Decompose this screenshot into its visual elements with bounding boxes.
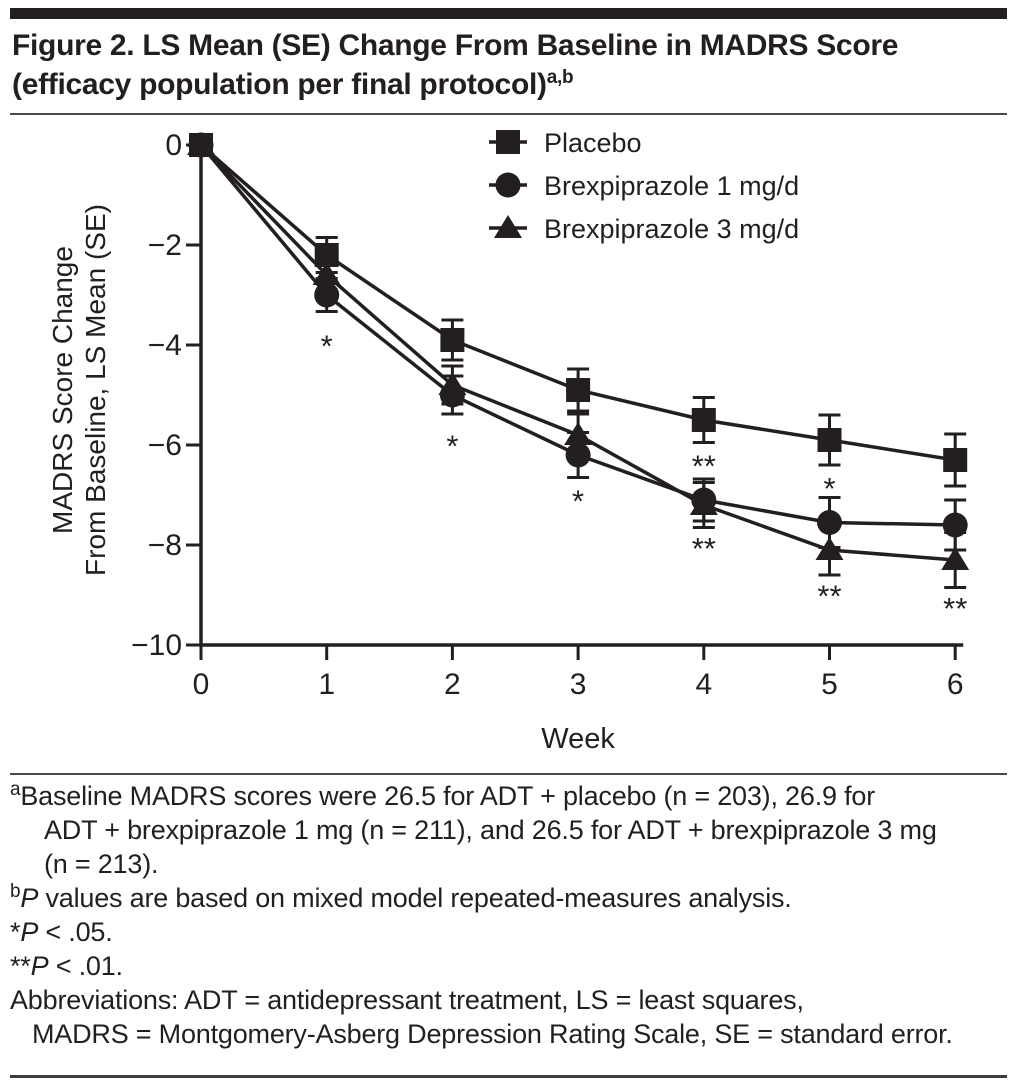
footnote-sig1: *P < .05.: [10, 915, 1007, 949]
madrs-line-chart: 0 −2 −4 −6 −8 −10 0 1 2 3 4 5 6 MADRS Score Change Fro…: [47, 128, 970, 755]
y-axis-label-line: From Baseline, LS Mean (SE): [80, 204, 111, 576]
square-marker-icon: [566, 378, 591, 402]
figure-top-bar: [10, 8, 1007, 19]
circle-marker-icon: [817, 510, 842, 535]
axis-ticks: [186, 143, 957, 660]
x-tick-label: 4: [695, 668, 712, 701]
square-marker-icon: [496, 130, 520, 154]
circle-marker-icon: [314, 282, 340, 308]
x-axis-label: Week: [541, 723, 615, 755]
y-tick-label: 0: [165, 129, 182, 162]
y-tick-label: −10: [131, 629, 182, 662]
footnote-sig2-text: < .01.: [48, 951, 123, 981]
figure-title-line1: Figure 2. LS Mean (SE) Change From Basel…: [12, 29, 899, 62]
square-marker-icon: [314, 243, 339, 267]
significance-mark: *: [446, 429, 458, 464]
triangle-marker-icon: [494, 215, 522, 238]
y-axis-label-line: MADRS Score Change: [47, 246, 78, 534]
footnote-a-line1: Baseline MADRS scores were 26.5 for ADT …: [20, 781, 876, 811]
square-marker-icon: [691, 408, 716, 432]
footnote-sig1-text: < .05.: [38, 917, 113, 947]
circle-marker-icon: [439, 382, 465, 408]
footnote-abbrev-line2: MADRS = Montgomery-Asberg Depression Rat…: [32, 1019, 953, 1049]
legend-label: Brexpiprazole 1 mg/d: [544, 171, 799, 201]
significance-mark: *: [572, 484, 584, 519]
y-tick-label: −4: [148, 329, 182, 362]
title-divider: [10, 113, 1007, 115]
footnote-abbreviations: Abbreviations: ADT = antidepressant trea…: [10, 983, 1007, 1051]
square-marker-icon: [817, 428, 842, 452]
legend: Placebo Brexpiprazole 1 mg/d Brexpiprazole…: [489, 128, 799, 244]
y-tick-label: −2: [148, 229, 182, 262]
footnote-sig1-p: P: [20, 917, 39, 947]
significance-mark: **: [817, 579, 841, 614]
figure-bottom-bar: [10, 1075, 1007, 1078]
legend-label: Placebo: [544, 128, 642, 158]
square-marker-icon: [943, 448, 968, 472]
footnote-sig2: **P < .01.: [10, 949, 1007, 983]
circle-marker-icon: [495, 172, 521, 198]
footnote-a-line2: ADT + brexpiprazole 1 mg (n = 211), and …: [44, 815, 937, 845]
footnote-b-text: values are based on mixed model repeated…: [38, 883, 792, 913]
x-tick-label: 0: [193, 668, 210, 701]
legend-item-brexpiprazole-1-mg-d: Brexpiprazole 1 mg/d: [489, 171, 799, 201]
figure-title-superscript: a,b: [546, 67, 574, 88]
circle-marker-icon: [942, 512, 968, 538]
x-tick-label: 1: [318, 668, 335, 701]
footnote-divider: [10, 773, 1007, 775]
square-marker-icon: [440, 328, 465, 352]
figure-title-line2: (efficacy population per final protocol): [12, 68, 547, 101]
x-tick-label: 3: [570, 668, 587, 701]
footnote-sig2-stars: **: [10, 951, 31, 981]
x-tick-label: 5: [821, 668, 838, 701]
significance-mark: *: [321, 329, 333, 364]
footnote-b: bP values are based on mixed model repea…: [10, 881, 1007, 915]
square-marker-icon: [189, 133, 213, 157]
series-placebo: [189, 133, 968, 488]
footnote-a-marker: a: [10, 779, 21, 800]
significance-mark: **: [692, 449, 716, 484]
x-tick-label: 6: [947, 668, 964, 701]
circle-marker-icon: [691, 487, 717, 513]
significance-mark: **: [692, 531, 716, 566]
x-tick-label: 2: [444, 668, 461, 701]
y-tick-label: −8: [148, 529, 182, 562]
footnote-b-marker: b: [10, 881, 21, 902]
figure-title: Figure 2. LS Mean (SE) Change From Basel…: [12, 26, 1007, 104]
footnote-a-line3: (n = 213).: [44, 849, 159, 879]
footnote-sig1-stars: *: [10, 917, 21, 947]
legend-item-brexpiprazole-3-mg-d: Brexpiprazole 3 mg/d: [489, 214, 799, 244]
footnote-abbrev-line1: Abbreviations: ADT = antidepressant trea…: [10, 985, 804, 1015]
significance-mark: *: [823, 471, 835, 506]
significance-annotations: ********** **: [321, 329, 968, 627]
legend-item-placebo: Placebo: [489, 128, 642, 158]
legend-label: Brexpiprazole 3 mg/d: [544, 214, 799, 244]
footnotes: aBaseline MADRS scores were 26.5 for ADT…: [10, 779, 1007, 1051]
axis-tick-labels: 0 −2 −4 −6 −8 −10 0 1 2 3 4 5 6: [131, 129, 963, 701]
footnote-b-p: P: [20, 883, 39, 913]
footnote-sig2-p: P: [30, 951, 49, 981]
y-axis-label: MADRS Score Change From Baseline, LS Mean…: [47, 204, 111, 576]
significance-mark: **: [943, 591, 967, 626]
triangle-marker-icon: [941, 547, 970, 570]
circle-marker-icon: [565, 442, 591, 468]
y-tick-label: −6: [148, 429, 182, 462]
footnote-a: aBaseline MADRS scores were 26.5 for ADT…: [10, 779, 1007, 881]
